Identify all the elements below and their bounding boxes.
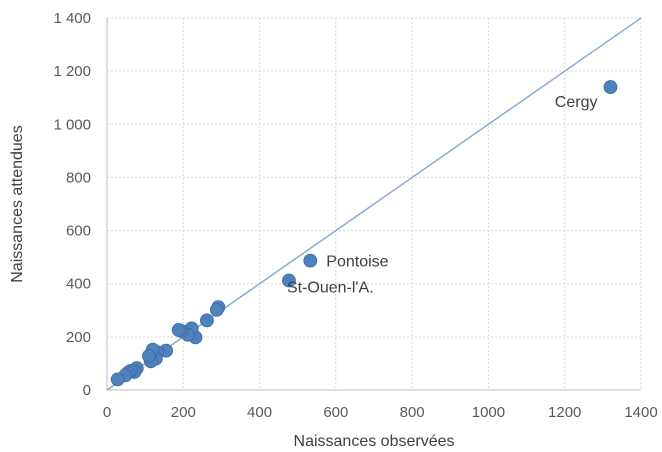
x-tick-label: 800	[400, 404, 425, 421]
data-point	[282, 273, 296, 288]
data-point	[209, 302, 224, 317]
data-point	[200, 313, 214, 328]
tick-labels: 0 200 400 600 800 1000 1200 1400 0 200 400 600 800 1 …	[53, 10, 657, 421]
x-tick-label: 600	[323, 404, 348, 421]
x-tick-label: 1400	[624, 404, 657, 421]
x-tick-label: 400	[247, 404, 272, 421]
x-tick-label: 0	[103, 404, 111, 421]
y-tick-label: 800	[66, 169, 91, 186]
y-tick-label: 200	[66, 329, 91, 346]
y-tick-label: 1 400	[53, 10, 91, 27]
data-point	[110, 372, 125, 387]
point-annotations: Cergy Pontoise St-Ouen-l'A.	[287, 94, 598, 296]
data-point	[142, 349, 156, 363]
x-tick-label: 1200	[548, 404, 581, 421]
y-tick-label: 400	[66, 276, 91, 293]
point-label: Pontoise	[326, 254, 388, 271]
y-tick-label: 600	[66, 223, 91, 240]
y-axis-title: Naissances attendues	[9, 125, 26, 282]
x-tick-label: 1000	[472, 404, 505, 421]
data-point	[603, 80, 618, 94]
point-label: Cergy	[555, 94, 598, 111]
data-point	[303, 253, 318, 268]
y-tick-label: 0	[83, 382, 91, 399]
data-point	[171, 323, 186, 337]
y-tick-label: 1 000	[53, 116, 91, 133]
y-tick-label: 1 200	[53, 63, 91, 80]
x-axis-title: Naissances observées	[294, 433, 455, 450]
x-tick-label: 200	[171, 404, 196, 421]
point-label: St-Ouen-l'A.	[287, 280, 374, 297]
data-points	[110, 80, 618, 387]
